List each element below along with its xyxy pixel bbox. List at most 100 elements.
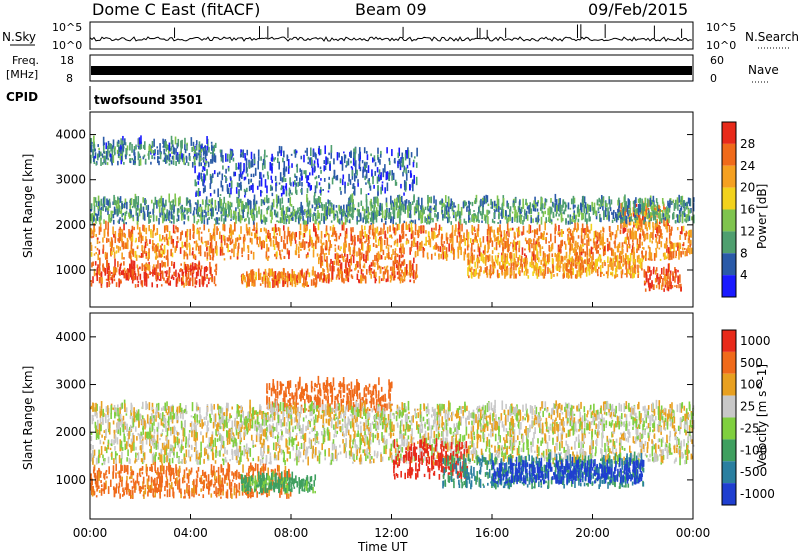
heatmap-cell: [514, 197, 517, 204]
heatmap-cell: [687, 197, 690, 204]
heatmap-cell: [131, 143, 133, 153]
heatmap-cell: [209, 254, 212, 261]
heatmap-cell: [668, 214, 670, 223]
heatmap-cell: [631, 266, 634, 274]
heatmap-cell: [348, 219, 351, 224]
heatmap-cell: [665, 240, 668, 250]
heatmap-cell: [273, 253, 276, 257]
heatmap-cell: [621, 217, 623, 220]
heatmap-cell: [187, 264, 190, 269]
heatmap-cell: [410, 264, 413, 274]
heatmap-cell: [125, 155, 127, 160]
heatmap-cell: [637, 222, 640, 225]
heatmap-cell: [362, 277, 364, 282]
heatmap-cell: [239, 153, 242, 158]
heatmap-cell: [565, 272, 568, 278]
heatmap-cell: [230, 241, 233, 245]
heatmap-cell: [167, 282, 170, 286]
heatmap-cell: [599, 247, 602, 250]
heatmap-cell: [216, 217, 219, 225]
heatmap-cell: [390, 234, 393, 238]
heatmap-cell: [335, 210, 338, 213]
heatmap-cell: [158, 199, 160, 207]
heatmap-cell: [393, 270, 396, 276]
heatmap-cell: [494, 209, 496, 214]
heatmap-cell: [462, 201, 465, 209]
heatmap-cell: [549, 270, 552, 274]
heatmap-cell: [380, 244, 382, 251]
heatmap-cell: [412, 272, 415, 278]
heatmap-cell: [291, 211, 294, 219]
heatmap-cell: [206, 218, 209, 225]
heatmap-cell: [309, 216, 311, 223]
heatmap-cell: [640, 207, 643, 214]
heatmap-cell: [371, 217, 374, 223]
heatmap-cell: [569, 207, 572, 210]
heatmap-cell: [589, 262, 592, 270]
heatmap-cell: [637, 204, 640, 210]
heatmap-cell: [385, 171, 388, 181]
heatmap-cell: [429, 238, 432, 248]
heatmap-cell: [620, 219, 622, 224]
heatmap-cell: [171, 140, 174, 145]
heatmap-cell: [362, 265, 365, 268]
heatmap-cell: [532, 218, 534, 223]
heatmap-cell: [161, 235, 164, 240]
heatmap-cell: [173, 272, 175, 275]
heatmap-cell: [218, 222, 220, 225]
heatmap-cell: [151, 245, 154, 250]
heatmap-cell: [588, 248, 591, 257]
heatmap-cell: [572, 195, 575, 205]
heatmap-cell: [223, 258, 226, 261]
heatmap-cell: [119, 210, 121, 214]
heatmap-cell: [370, 153, 372, 157]
heatmap-cell: [634, 230, 636, 240]
heatmap-cell: [214, 283, 217, 287]
heatmap-cell: [513, 257, 516, 264]
heatmap-cell: [644, 214, 647, 219]
heatmap-cell: [274, 210, 277, 216]
heatmap-cell: [559, 198, 561, 206]
heatmap-cell: [159, 198, 161, 204]
heatmap-cell: [517, 206, 520, 213]
heatmap-cell: [678, 204, 681, 207]
heatmap-cell: [325, 209, 328, 216]
heatmap-cell: [346, 254, 349, 263]
heatmap-cell: [432, 218, 434, 223]
heatmap-cell: [537, 269, 540, 277]
heatmap-cell: [559, 260, 561, 268]
heatmap-cell: [349, 246, 351, 256]
heatmap-cell: [299, 212, 301, 222]
heatmap-cell: [369, 185, 372, 191]
heatmap-cell: [435, 199, 437, 206]
heatmap-cell: [284, 272, 287, 278]
heatmap-cell: [466, 253, 469, 258]
heatmap-cell: [457, 250, 460, 259]
heatmap-cell: [138, 231, 141, 238]
heatmap-cell: [514, 236, 516, 240]
heatmap-cell: [209, 261, 211, 268]
heatmap-cell: [154, 247, 156, 254]
heatmap-cell: [231, 150, 234, 156]
heatmap-cell: [685, 230, 688, 237]
heatmap-cell: [269, 161, 272, 171]
heatmap-cell: [241, 254, 244, 258]
heatmap-cell: [196, 208, 199, 217]
heatmap-cell: [374, 262, 376, 268]
heatmap-cell: [259, 237, 261, 245]
heatmap-cell: [178, 160, 180, 165]
heatmap-cell: [250, 185, 253, 190]
heatmap-cell: [522, 203, 525, 209]
heatmap-cell: [331, 207, 333, 214]
heatmap-cell: [128, 251, 131, 258]
heatmap-cell: [223, 218, 225, 225]
heatmap-cell: [358, 163, 361, 170]
heatmap-cell: [682, 247, 684, 251]
heatmap-cell: [635, 221, 638, 229]
heatmap-cell: [365, 174, 368, 178]
heatmap-cell: [469, 268, 472, 273]
heatmap-cell: [477, 246, 480, 250]
heatmap-cell: [650, 217, 652, 222]
heatmap-cell: [252, 270, 255, 280]
heatmap-cell: [520, 263, 522, 267]
